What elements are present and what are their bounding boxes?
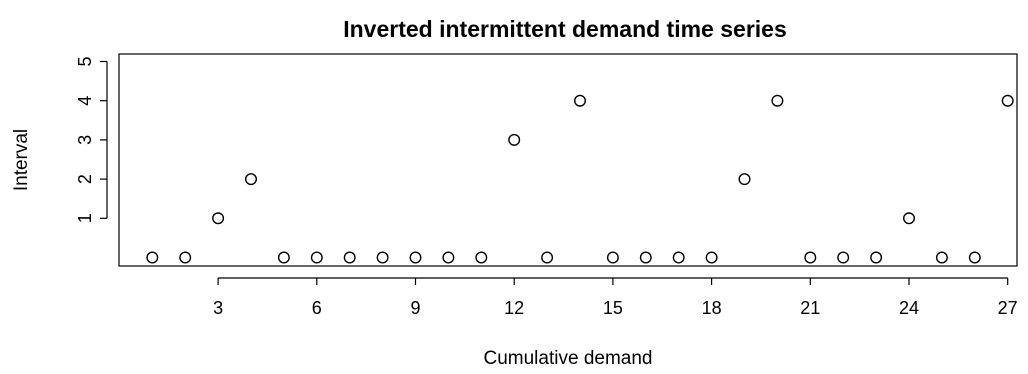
data-point [212, 212, 225, 225]
data-point [935, 251, 948, 264]
data-point [606, 251, 619, 264]
x-tick-label: 21 [800, 298, 820, 318]
data-point [1001, 94, 1014, 107]
x-tick-label: 15 [603, 298, 623, 318]
data-point [146, 251, 159, 264]
x-tick-label: 27 [998, 298, 1018, 318]
data-point [475, 251, 488, 264]
data-point [672, 251, 685, 264]
y-tick-label: 5 [75, 56, 95, 66]
x-tick-label: 18 [702, 298, 722, 318]
data-points [146, 94, 1014, 264]
x-tick-label: 9 [410, 298, 420, 318]
data-point [179, 251, 192, 264]
y-tick-label: 4 [75, 96, 95, 106]
data-point [804, 251, 817, 264]
data-point [277, 251, 290, 264]
x-tick-label: 12 [504, 298, 524, 318]
data-point [771, 94, 784, 107]
data-point [574, 94, 587, 107]
chart-title: Inverted intermittent demand time series [343, 16, 787, 42]
data-point [705, 251, 718, 264]
y-tick-label: 1 [75, 213, 95, 223]
data-point [870, 251, 883, 264]
data-point [343, 251, 356, 264]
y-tick-label: 3 [75, 135, 95, 145]
data-point [903, 212, 916, 225]
data-point [738, 173, 751, 186]
x-tick-label: 24 [899, 298, 919, 318]
x-axis-label: Cumulative demand [484, 348, 653, 369]
data-point [541, 251, 554, 264]
data-point [244, 173, 257, 186]
data-point [310, 251, 323, 264]
x-axis: 3 6 9 12 15 18 21 24 27 [213, 277, 1018, 318]
data-point [837, 251, 850, 264]
data-point [968, 251, 981, 264]
y-axis: 1 2 3 4 5 [75, 56, 108, 223]
y-axis-label: Interval [11, 129, 32, 191]
x-tick-label: 6 [312, 298, 322, 318]
x-tick-label: 3 [213, 298, 223, 318]
data-point [508, 133, 521, 146]
y-tick-label: 2 [75, 174, 95, 184]
data-point [409, 251, 422, 264]
plot-frame [118, 53, 1018, 267]
data-point [639, 251, 652, 264]
data-point [376, 251, 389, 264]
data-point [442, 251, 455, 264]
